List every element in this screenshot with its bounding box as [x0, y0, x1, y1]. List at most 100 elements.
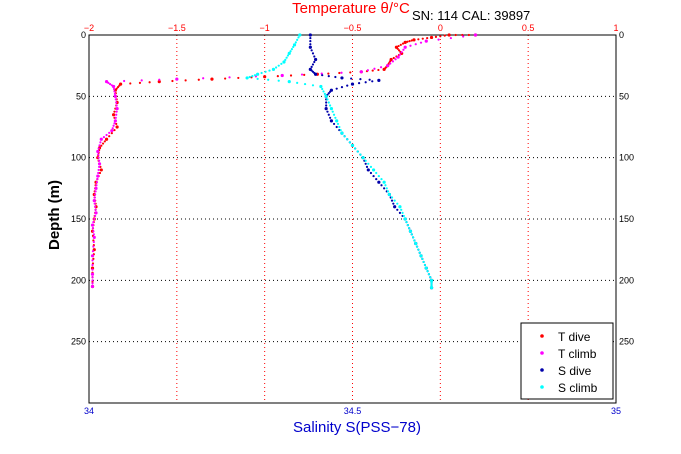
trace-dot [123, 79, 126, 83]
trace-dot [393, 199, 396, 202]
trace-dot [377, 174, 380, 178]
trace-dot [309, 40, 312, 43]
trace-dot [338, 125, 341, 129]
trace-dot [401, 42, 405, 45]
left-tick-label: 200 [71, 275, 86, 285]
trace-dot [96, 178, 99, 181]
data-point [245, 76, 249, 80]
trace-dot [369, 165, 373, 168]
trace-dot [101, 142, 105, 145]
trace-dot [443, 34, 446, 37]
trace-dot [384, 184, 387, 187]
trace-dot [359, 78, 362, 81]
trace-dot [402, 214, 405, 218]
trace-dot [332, 122, 336, 126]
trace-dot [91, 282, 94, 285]
trace-dot [336, 122, 340, 126]
data-point [99, 137, 103, 141]
legend-label: S climb [558, 381, 598, 395]
trace-dot [340, 86, 344, 89]
trace-dot [113, 122, 116, 125]
data-point [113, 94, 117, 98]
trace-dot [296, 81, 299, 84]
trace-dot [91, 227, 95, 230]
trace-dot [313, 55, 316, 58]
data-point [324, 94, 328, 98]
trace-dot [112, 87, 116, 91]
data-point [280, 73, 284, 78]
trace-dot [115, 110, 118, 113]
bottom-tick-label: 34 [84, 406, 94, 416]
trace-dot [202, 77, 205, 80]
trace-dot [400, 208, 403, 211]
trace-dot [421, 37, 424, 40]
trace-dot [91, 276, 94, 279]
trace-dot [99, 141, 102, 144]
trace-dot [401, 211, 404, 214]
data-point [94, 211, 98, 215]
trace-dot [419, 41, 423, 44]
trace-dot [394, 58, 397, 61]
right-tick-label: 50 [619, 91, 629, 101]
series-t-climb [90, 33, 478, 289]
trace-dot [94, 208, 97, 211]
data-point [340, 76, 344, 80]
data-point [424, 266, 428, 270]
trace-dot [346, 84, 349, 87]
trace-dot [92, 233, 95, 236]
trace-dot [97, 156, 100, 159]
trace-dot [97, 147, 100, 150]
trace-dot [366, 69, 369, 72]
trace-dot [426, 36, 429, 40]
trace-dot [406, 224, 409, 227]
trace-dot [94, 190, 97, 193]
trace-dot [292, 45, 295, 49]
trace-dot [92, 220, 95, 224]
trace-dot [94, 205, 97, 208]
data-point [92, 235, 96, 239]
trace-dot [354, 147, 357, 150]
trace-dot [334, 75, 337, 79]
right-tick-label: 100 [619, 153, 634, 163]
data-point [424, 39, 428, 43]
plot-frame [88, 34, 617, 404]
trace-dot [430, 281, 433, 284]
trace-dot [93, 202, 96, 205]
trace-dot [321, 87, 324, 91]
data-series [90, 33, 478, 290]
trace-dot [309, 36, 312, 40]
trace-dot [437, 38, 440, 41]
trace-dot [91, 263, 94, 267]
trace-dot [110, 84, 113, 87]
trace-dot [115, 87, 118, 90]
trace-dot [264, 70, 267, 73]
trace-dot [396, 208, 399, 211]
top-tick-label: −1 [260, 23, 270, 33]
trace-dot [430, 282, 433, 286]
trace-dot [371, 80, 374, 83]
trace-dot [396, 202, 399, 205]
trace-dot [114, 98, 117, 101]
trace-dot [364, 162, 367, 165]
trace-dot [454, 33, 457, 37]
data-point [115, 107, 119, 111]
serial-annotation: SN: 114 CAL: 39897 [412, 8, 530, 23]
right-tick-label: 150 [619, 214, 634, 224]
trace-dot [115, 101, 118, 104]
trace-dot [364, 81, 367, 84]
right-tick-label: 0 [619, 30, 624, 40]
trace-dot [383, 67, 387, 70]
trace-dot [326, 110, 329, 113]
legend-label: T climb [558, 347, 597, 361]
trace-dot [93, 217, 96, 221]
trace-dot [377, 68, 380, 72]
data-point [115, 125, 119, 129]
trace-dot [392, 56, 395, 60]
trace-dot [289, 50, 292, 53]
trace-dot [98, 159, 101, 162]
trace-dot [369, 171, 373, 175]
trace-dot [284, 58, 287, 61]
trace-dot [325, 101, 328, 104]
data-point [263, 75, 267, 79]
